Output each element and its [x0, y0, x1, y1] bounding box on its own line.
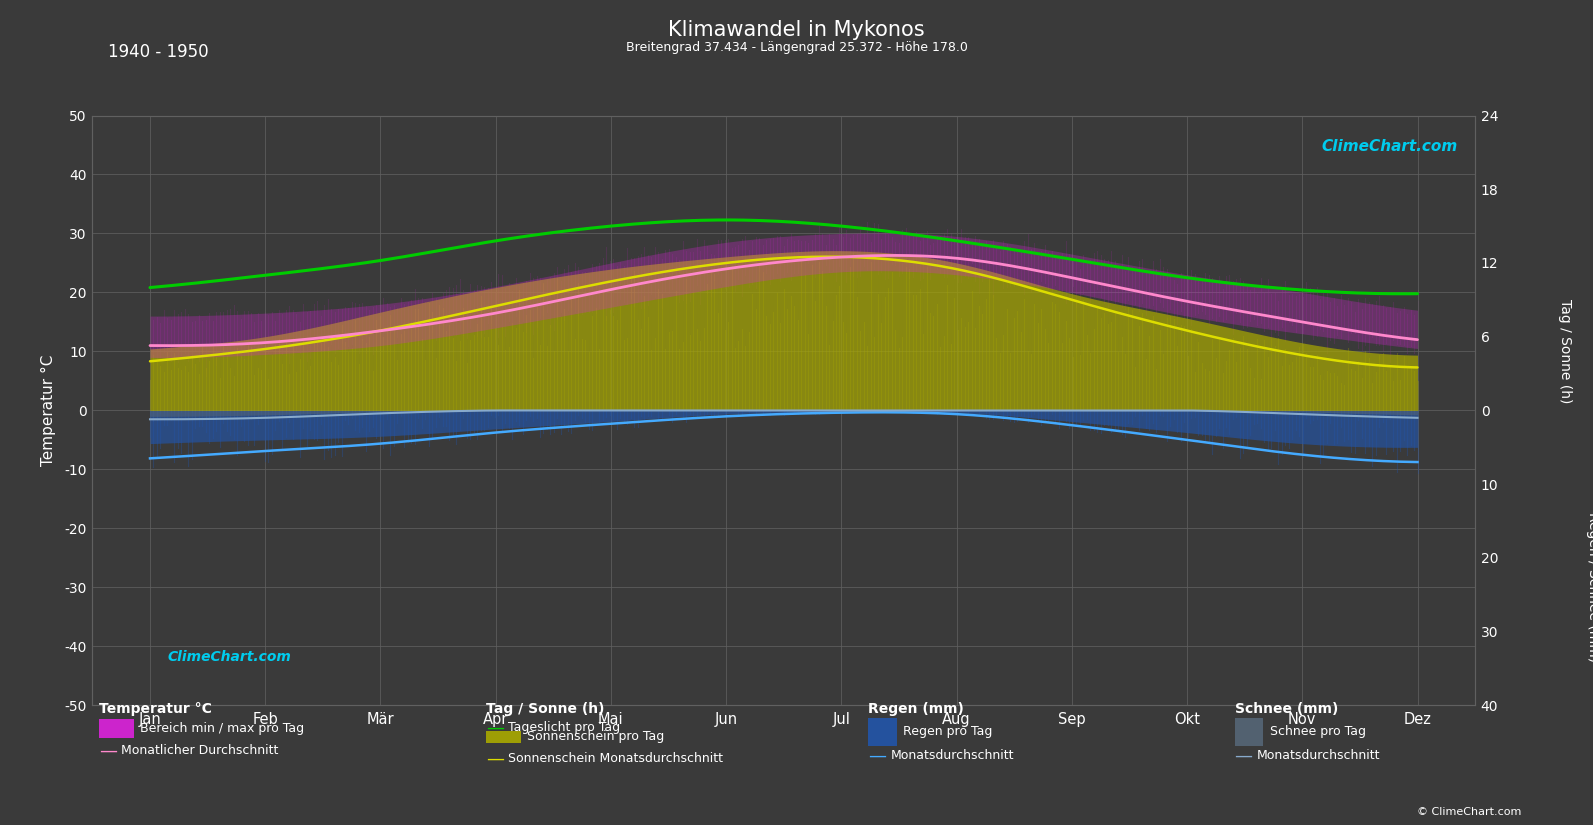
Text: © ClimeChart.com: © ClimeChart.com	[1416, 807, 1521, 817]
Text: Klimawandel in Mykonos: Klimawandel in Mykonos	[667, 20, 926, 40]
Text: Bereich min / max pro Tag: Bereich min / max pro Tag	[140, 722, 304, 735]
Text: —: —	[486, 750, 503, 768]
Text: Monatlicher Durchschnitt: Monatlicher Durchschnitt	[121, 744, 279, 757]
Text: —: —	[1235, 747, 1252, 765]
Text: —: —	[486, 719, 503, 737]
Text: Tag / Sonne (h): Tag / Sonne (h)	[486, 702, 604, 716]
Text: Regen pro Tag: Regen pro Tag	[903, 725, 992, 738]
Text: Breitengrad 37.434 - Längengrad 25.372 - Höhe 178.0: Breitengrad 37.434 - Längengrad 25.372 -…	[626, 41, 967, 54]
Text: Tageslicht pro Tag: Tageslicht pro Tag	[508, 721, 620, 734]
Text: Schnee (mm): Schnee (mm)	[1235, 702, 1338, 716]
Text: Sonnenschein pro Tag: Sonnenschein pro Tag	[527, 730, 664, 743]
Text: Temperatur °C: Temperatur °C	[99, 702, 212, 716]
Y-axis label: Temperatur °C: Temperatur °C	[41, 355, 56, 466]
Text: —: —	[868, 747, 886, 765]
Text: Regen (mm): Regen (mm)	[868, 702, 964, 716]
Text: Regen / Schnee (mm): Regen / Schnee (mm)	[1585, 512, 1593, 662]
Text: Monatsdurchschnitt: Monatsdurchschnitt	[1257, 749, 1381, 762]
Text: 1940 - 1950: 1940 - 1950	[108, 43, 209, 61]
Text: Sonnenschein Monatsdurchschnitt: Sonnenschein Monatsdurchschnitt	[508, 752, 723, 766]
Text: Monatsdurchschnitt: Monatsdurchschnitt	[890, 749, 1015, 762]
Text: Schnee pro Tag: Schnee pro Tag	[1270, 725, 1365, 738]
Text: Tag / Sonne (h): Tag / Sonne (h)	[1558, 299, 1572, 403]
Text: ClimeChart.com: ClimeChart.com	[167, 650, 292, 664]
Text: ClimeChart.com: ClimeChart.com	[1322, 139, 1458, 154]
Text: —: —	[99, 742, 116, 760]
